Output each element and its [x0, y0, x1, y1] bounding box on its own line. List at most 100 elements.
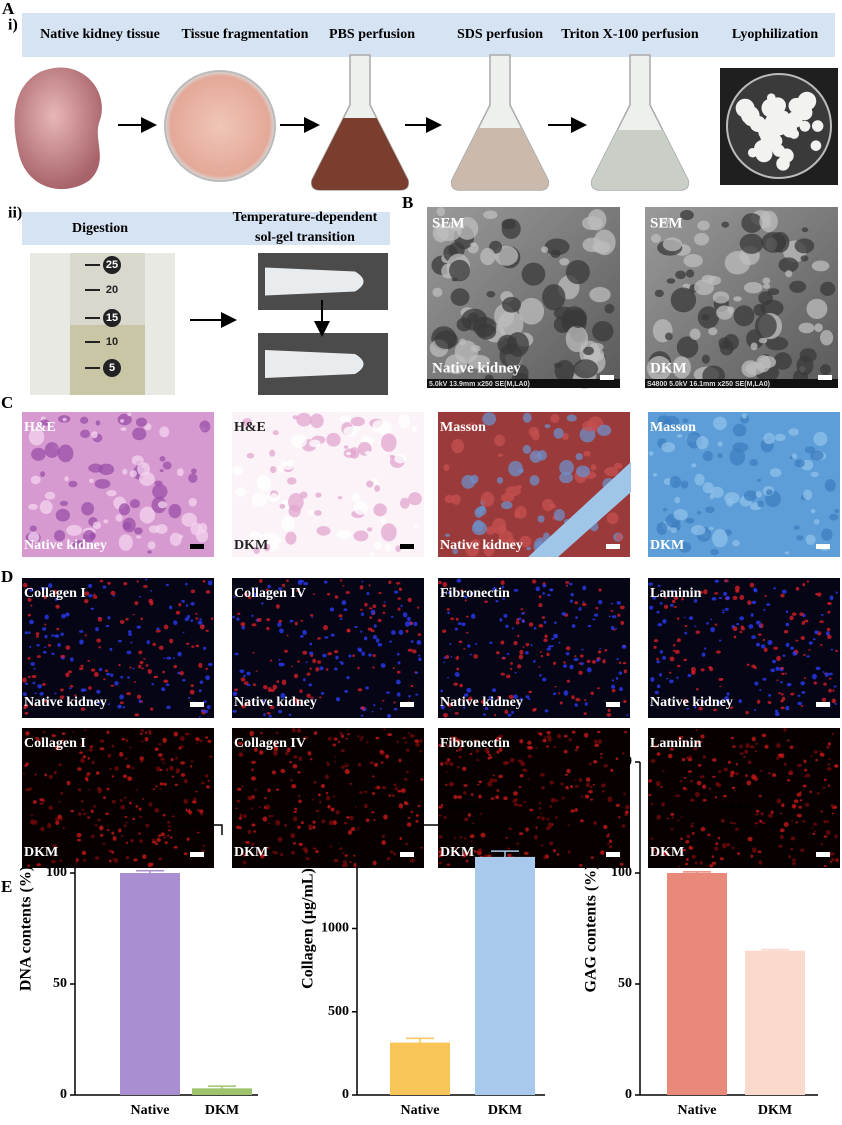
texture — [359, 585, 364, 590]
texture — [553, 633, 558, 639]
texture — [371, 811, 375, 814]
texture — [51, 859, 56, 864]
texture — [594, 743, 600, 748]
texture — [650, 759, 656, 763]
texture — [582, 237, 603, 253]
texture — [81, 501, 95, 516]
texture — [810, 508, 816, 514]
texture — [334, 756, 338, 758]
texture — [253, 747, 258, 752]
texture — [386, 713, 392, 718]
texture — [414, 739, 419, 744]
texture — [360, 630, 363, 633]
texture — [404, 777, 408, 781]
texture — [176, 468, 184, 477]
texture — [346, 676, 350, 680]
panel-label: E — [1, 877, 12, 896]
texture — [760, 644, 766, 649]
texture — [455, 617, 459, 621]
texture — [25, 762, 29, 766]
texture — [538, 595, 542, 599]
texture — [783, 821, 789, 828]
texture — [121, 835, 124, 837]
texture — [708, 526, 714, 531]
texture — [186, 614, 191, 619]
texture — [443, 816, 447, 819]
texture — [396, 670, 401, 674]
image-label: Native kidney — [440, 538, 523, 553]
texture — [380, 523, 397, 542]
texture — [712, 529, 728, 548]
texture — [163, 657, 166, 660]
texture — [120, 804, 125, 810]
texture — [138, 832, 141, 835]
image-label: Laminin — [650, 586, 702, 601]
texture — [619, 687, 623, 692]
texture — [686, 707, 690, 710]
texture — [506, 674, 511, 679]
texture — [269, 466, 277, 474]
texture — [484, 747, 489, 753]
texture — [263, 543, 271, 552]
texture — [365, 818, 370, 823]
texture — [191, 800, 197, 804]
texture — [833, 685, 837, 688]
texture — [619, 862, 624, 866]
texture — [28, 787, 32, 791]
texture — [396, 692, 401, 697]
texture — [810, 755, 813, 757]
texture — [48, 805, 54, 811]
image-label: SEM — [432, 215, 465, 231]
texture — [163, 624, 169, 630]
texture — [606, 713, 612, 717]
texture — [253, 830, 256, 833]
texture — [593, 821, 598, 825]
texture — [712, 775, 716, 778]
texture — [546, 731, 551, 735]
texture — [580, 819, 584, 823]
texture — [513, 791, 518, 796]
texture — [480, 491, 495, 507]
texture — [611, 679, 615, 682]
texture — [696, 510, 702, 515]
texture — [793, 525, 800, 530]
texture — [530, 644, 533, 647]
texture — [780, 681, 783, 684]
texture — [180, 761, 185, 765]
texture — [169, 605, 173, 610]
texture — [324, 636, 329, 639]
texture — [539, 674, 542, 677]
texture — [335, 697, 341, 702]
lyo-piece — [811, 120, 824, 132]
texture — [449, 761, 454, 767]
texture — [95, 771, 100, 775]
texture — [735, 772, 739, 776]
texture — [702, 482, 714, 494]
texture — [549, 588, 554, 592]
texture — [105, 812, 109, 816]
scale-bar — [818, 375, 832, 380]
texture — [99, 667, 103, 672]
texture — [332, 820, 337, 826]
texture — [720, 818, 725, 823]
texture — [779, 834, 784, 840]
texture — [105, 624, 110, 628]
texture — [366, 480, 374, 488]
texture — [487, 781, 493, 787]
texture — [753, 587, 757, 592]
texture — [624, 810, 629, 814]
texture — [122, 706, 126, 709]
texture — [774, 433, 786, 442]
texture — [520, 608, 524, 611]
texture — [343, 445, 349, 449]
texture — [132, 613, 135, 616]
image-label: SEM — [650, 215, 683, 231]
texture — [676, 434, 683, 438]
texture — [122, 774, 127, 779]
texture — [385, 754, 390, 759]
texture — [382, 611, 386, 615]
texture — [159, 426, 170, 438]
texture — [463, 784, 468, 787]
texture — [252, 683, 257, 687]
texture — [493, 778, 498, 783]
